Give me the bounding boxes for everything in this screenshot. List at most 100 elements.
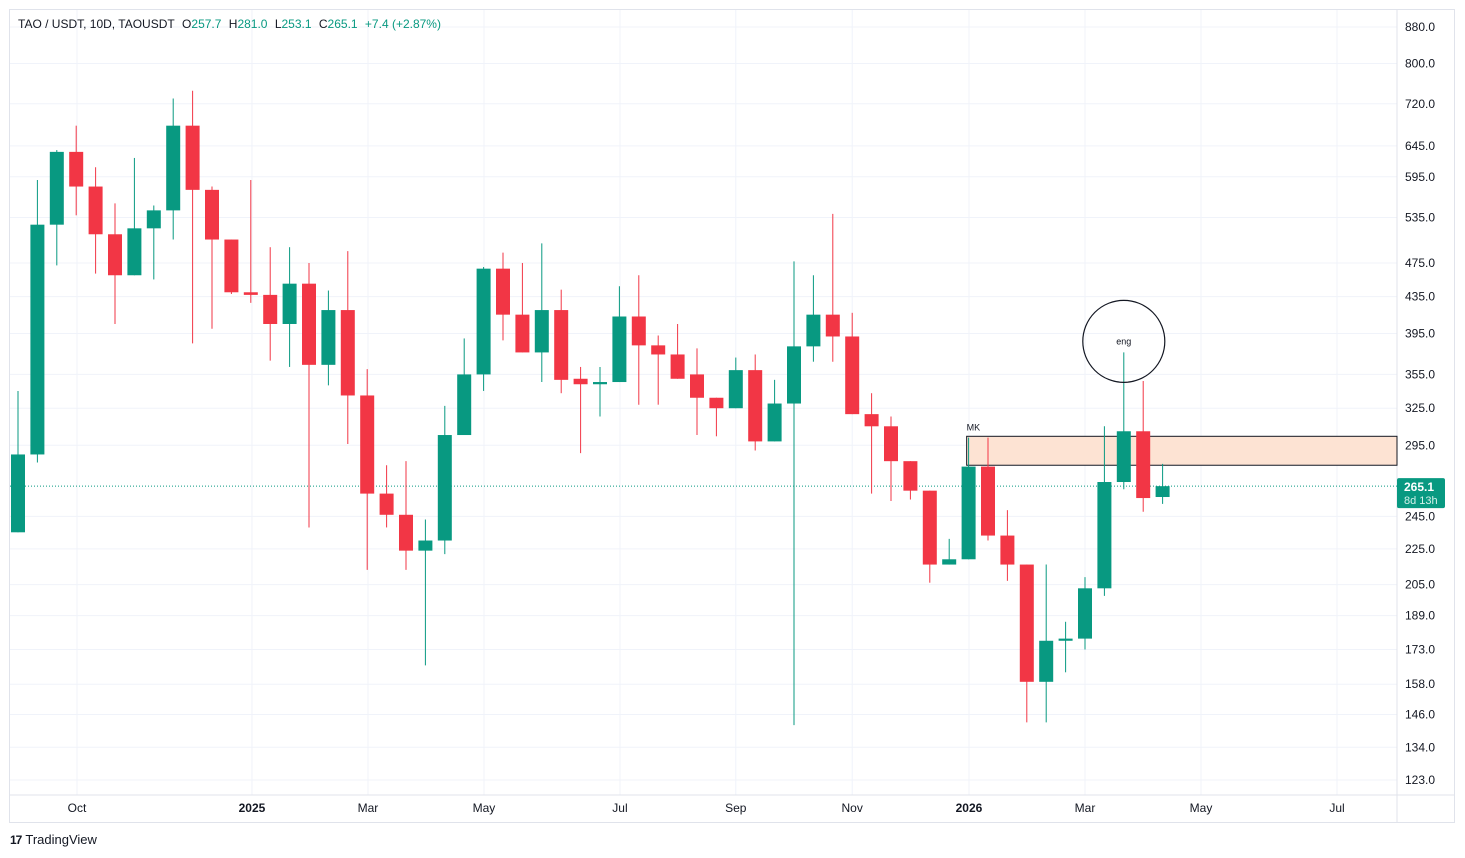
price-tick-label: 645.0 <box>1405 139 1435 153</box>
candle-up[interactable] <box>127 228 142 276</box>
candle-up[interactable] <box>1039 640 1054 682</box>
candle-down[interactable] <box>748 370 763 442</box>
price-tick-label: 225.0 <box>1405 542 1435 556</box>
candle-down[interactable] <box>573 378 588 385</box>
price-tick-label: 720.0 <box>1405 97 1435 111</box>
eng-circle-label: eng <box>1116 336 1131 346</box>
price-tick-label: 158.0 <box>1405 677 1435 691</box>
candle-down[interactable] <box>302 283 316 365</box>
candle-up[interactable] <box>1058 638 1073 641</box>
time-tick-label: May <box>473 801 496 815</box>
time-tick-label: 2026 <box>956 801 983 815</box>
candle-down[interactable] <box>340 310 355 396</box>
mk-zone-rectangle[interactable] <box>966 435 1398 466</box>
candle-down[interactable] <box>709 397 724 409</box>
candle-up[interactable] <box>1097 482 1112 589</box>
candle-up[interactable] <box>146 210 161 229</box>
candle-up[interactable] <box>1116 431 1131 483</box>
candle-up[interactable] <box>49 151 64 225</box>
price-tick-label: 395.0 <box>1405 327 1435 341</box>
candle-up[interactable] <box>612 316 627 383</box>
brand-name: TradingView <box>25 832 97 847</box>
mk-zone-label: MK <box>967 422 981 432</box>
time-tick-label: May <box>1190 801 1213 815</box>
candle-up[interactable] <box>787 346 801 404</box>
low-value: 253.1 <box>281 17 312 31</box>
close-value: 265.1 <box>327 17 358 31</box>
candle-down[interactable] <box>108 234 122 276</box>
low-label: L <box>274 17 282 31</box>
candle-up[interactable] <box>593 382 607 385</box>
time-tick-label: Nov <box>842 801 863 815</box>
price-tick-label: 134.0 <box>1405 740 1435 754</box>
candle-up[interactable] <box>534 310 549 353</box>
eng-circle-annotation[interactable] <box>1082 299 1166 383</box>
time-tick-label: Jul <box>1329 801 1344 815</box>
candle-up[interactable] <box>476 268 491 375</box>
candle-up[interactable] <box>767 403 782 442</box>
candle-down[interactable] <box>651 345 666 355</box>
candle-down[interactable] <box>263 294 278 324</box>
price-tick-label: 475.0 <box>1405 256 1435 270</box>
current-price-badge <box>1397 478 1445 509</box>
candle-down[interactable] <box>884 426 898 462</box>
candle-up[interactable] <box>806 314 821 347</box>
candle-down[interactable] <box>69 151 84 187</box>
price-tick-label: 146.0 <box>1405 707 1435 721</box>
candle-up[interactable] <box>30 224 45 455</box>
candle-down[interactable] <box>379 493 394 515</box>
price-tick-label: 595.0 <box>1405 170 1435 184</box>
candle-up[interactable] <box>942 559 957 565</box>
candle-down[interactable] <box>515 314 530 353</box>
candle-down[interactable] <box>360 395 375 494</box>
candle-down[interactable] <box>670 354 685 379</box>
time-tick-label: Mar <box>1075 801 1096 815</box>
candle-down[interactable] <box>224 239 239 293</box>
candle-down[interactable] <box>903 461 918 491</box>
chart-frame <box>9 9 1455 823</box>
candle-down[interactable] <box>981 466 995 536</box>
candle-down[interactable] <box>399 514 413 551</box>
price-tick-label: 295.0 <box>1405 438 1435 452</box>
candle-down[interactable] <box>496 268 510 315</box>
candle-down[interactable] <box>1019 564 1034 682</box>
candle-down[interactable] <box>631 316 646 346</box>
candle-down[interactable] <box>554 310 569 380</box>
candle-up[interactable] <box>282 283 297 324</box>
candle-down[interactable] <box>243 292 258 295</box>
time-tick-label: Mar <box>358 801 379 815</box>
candle-up[interactable] <box>728 370 743 409</box>
candle-up[interactable] <box>418 540 433 551</box>
candle-down[interactable] <box>88 186 103 235</box>
price-tick-label: 880.0 <box>1405 20 1435 34</box>
candle-down[interactable] <box>205 189 219 240</box>
candle-up[interactable] <box>1155 486 1170 498</box>
candle-up[interactable] <box>1078 588 1092 639</box>
price-tick-label: 173.0 <box>1405 643 1435 657</box>
candle-up[interactable] <box>11 454 25 533</box>
candle-down[interactable] <box>1136 431 1151 499</box>
candle-down[interactable] <box>825 314 840 337</box>
candle-up[interactable] <box>457 374 472 436</box>
candle-up[interactable] <box>166 125 181 211</box>
price-tick-label: 205.0 <box>1405 578 1435 592</box>
time-tick-label: Jul <box>612 801 627 815</box>
candle-up[interactable] <box>437 435 452 541</box>
candle-down[interactable] <box>845 336 860 415</box>
price-tick-label: 800.0 <box>1405 56 1435 70</box>
candle-down[interactable] <box>690 374 704 398</box>
candle-up[interactable] <box>321 310 336 365</box>
close-label: C <box>318 17 328 31</box>
candle-down[interactable] <box>1000 535 1015 565</box>
symbol-legend: TAO / USDT, 10D, TAOUSDT O257.7 H281.0 L… <box>18 17 445 31</box>
symbol-title[interactable]: TAO / USDT, 10D, TAOUSDT <box>18 17 175 31</box>
candle-down[interactable] <box>922 490 937 565</box>
high-value: 281.0 <box>237 17 268 31</box>
candle-down[interactable] <box>864 414 879 427</box>
candle-down[interactable] <box>185 125 200 190</box>
high-label: H <box>228 17 238 31</box>
candle-up[interactable] <box>961 466 976 560</box>
current-price-value: 265.1 <box>1404 480 1434 494</box>
tradingview-logo[interactable]: 17 TradingView <box>10 832 97 847</box>
